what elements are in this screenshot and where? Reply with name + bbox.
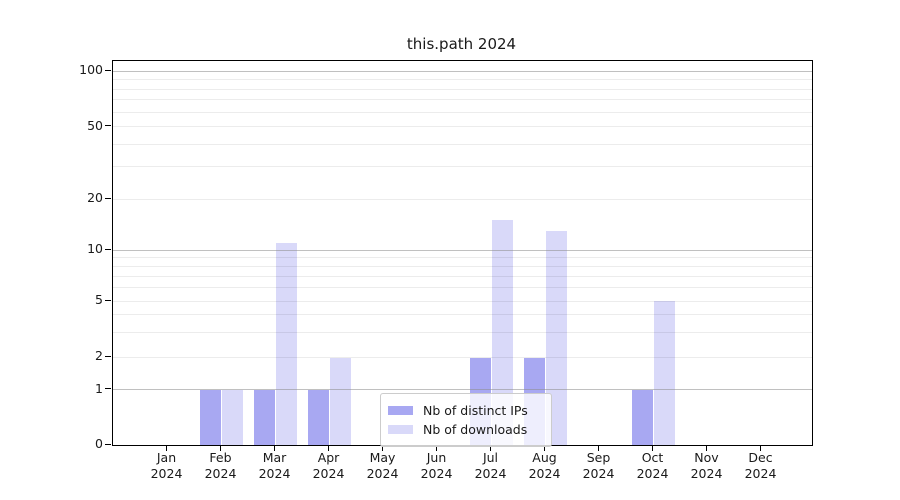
- legend-row-downloads: Nb of downloads: [388, 421, 543, 438]
- gridline-major: [113, 70, 812, 72]
- bar-distinct-ips-feb: [199, 389, 222, 445]
- y-tick-mark: [105, 443, 111, 445]
- y-tick-label: 100: [79, 62, 103, 78]
- bar-distinct-ips-mar: [253, 389, 276, 445]
- bar-distinct-ips-apr: [307, 389, 330, 445]
- x-tick-label: May 2024: [366, 450, 399, 481]
- gridline-major: [113, 249, 812, 251]
- gridline-minor: [113, 314, 812, 316]
- y-tick-mark: [105, 69, 111, 71]
- x-tick-label: Aug 2024: [528, 450, 561, 481]
- y-tick-mark: [105, 125, 111, 126]
- x-tick-label: Jun 2024: [420, 450, 453, 481]
- x-tick-mark: [382, 445, 383, 451]
- y-tick-mark: [105, 197, 111, 199]
- bar-downloads-aug: [545, 230, 568, 445]
- gridline-minor: [113, 111, 812, 113]
- y-tick-label: 10: [87, 241, 103, 256]
- x-tick-mark: [544, 445, 545, 451]
- x-tick-label: Apr 2024: [312, 450, 345, 481]
- legend-row-distinct-ips: Nb of distinct IPs: [388, 402, 543, 419]
- gridline-minor: [113, 143, 812, 145]
- x-tick-mark: [706, 445, 707, 451]
- gridline-minor: [113, 257, 812, 259]
- x-tick-mark: [436, 445, 437, 451]
- bar-downloads-feb: [221, 389, 244, 445]
- y-tick-label: 5: [95, 292, 103, 307]
- x-tick-mark: [220, 445, 221, 451]
- y-tick-label: 2: [95, 348, 103, 364]
- bar-downloads-jul: [491, 220, 514, 445]
- bar-downloads-oct: [653, 301, 676, 445]
- x-tick-mark: [328, 445, 329, 451]
- gridline-minor: [113, 79, 812, 81]
- x-tick-mark: [760, 445, 761, 451]
- y-tick-label: 20: [87, 190, 103, 205]
- y-tick-mark: [105, 388, 111, 389]
- gridline-minor: [113, 88, 812, 90]
- x-tick-mark: [274, 445, 275, 451]
- bar-downloads-mar: [275, 243, 298, 445]
- chart-title: this.path 2024: [406, 35, 517, 53]
- gridline-minor: [113, 166, 812, 168]
- legend-label-downloads: Nb of downloads: [423, 422, 528, 437]
- y-tick-mark: [105, 248, 111, 250]
- bar-downloads-apr: [329, 357, 352, 445]
- gridline-minor: [113, 275, 812, 277]
- legend-swatch-downloads: [388, 425, 413, 434]
- gridline-minor: [113, 99, 812, 101]
- x-tick-label: Jan 2024: [150, 450, 183, 481]
- gridline-minor: [113, 357, 812, 358]
- legend: Nb of distinct IPs Nb of downloads: [380, 393, 552, 447]
- legend-swatch-distinct-ips: [388, 406, 413, 415]
- y-tick-label: 0: [95, 436, 103, 451]
- bar-distinct-ips-oct: [631, 389, 654, 445]
- x-tick-mark: [598, 445, 599, 451]
- x-tick-mark: [166, 445, 167, 451]
- gridline-minor: [113, 126, 812, 128]
- y-tick-label: 1: [95, 380, 103, 396]
- y-tick-label: 50: [87, 117, 103, 133]
- x-tick-mark: [652, 445, 653, 451]
- x-tick-label: Nov 2024: [690, 450, 723, 481]
- gridline-minor: [113, 332, 812, 333]
- x-tick-label: Feb 2024: [204, 450, 237, 481]
- gridline-minor: [113, 300, 812, 302]
- x-tick-label: Jul 2024: [474, 450, 507, 481]
- x-tick-label: Dec 2024: [744, 450, 777, 481]
- gridline-minor: [113, 287, 812, 289]
- gridline-minor: [113, 198, 812, 200]
- gridline-major: [113, 389, 812, 391]
- y-tick-mark: [105, 355, 111, 357]
- x-tick-label: Oct 2024: [636, 450, 669, 481]
- x-tick-label: Mar 2024: [258, 450, 291, 481]
- gridline-minor: [113, 265, 812, 267]
- x-tick-label: Sep 2024: [582, 450, 615, 481]
- y-tick-mark: [105, 299, 111, 301]
- x-tick-mark: [490, 445, 491, 451]
- legend-label-distinct-ips: Nb of distinct IPs: [423, 403, 528, 418]
- plot-area: Nb of distinct IPs Nb of downloads: [112, 60, 813, 447]
- gridlines-layer: [113, 61, 812, 445]
